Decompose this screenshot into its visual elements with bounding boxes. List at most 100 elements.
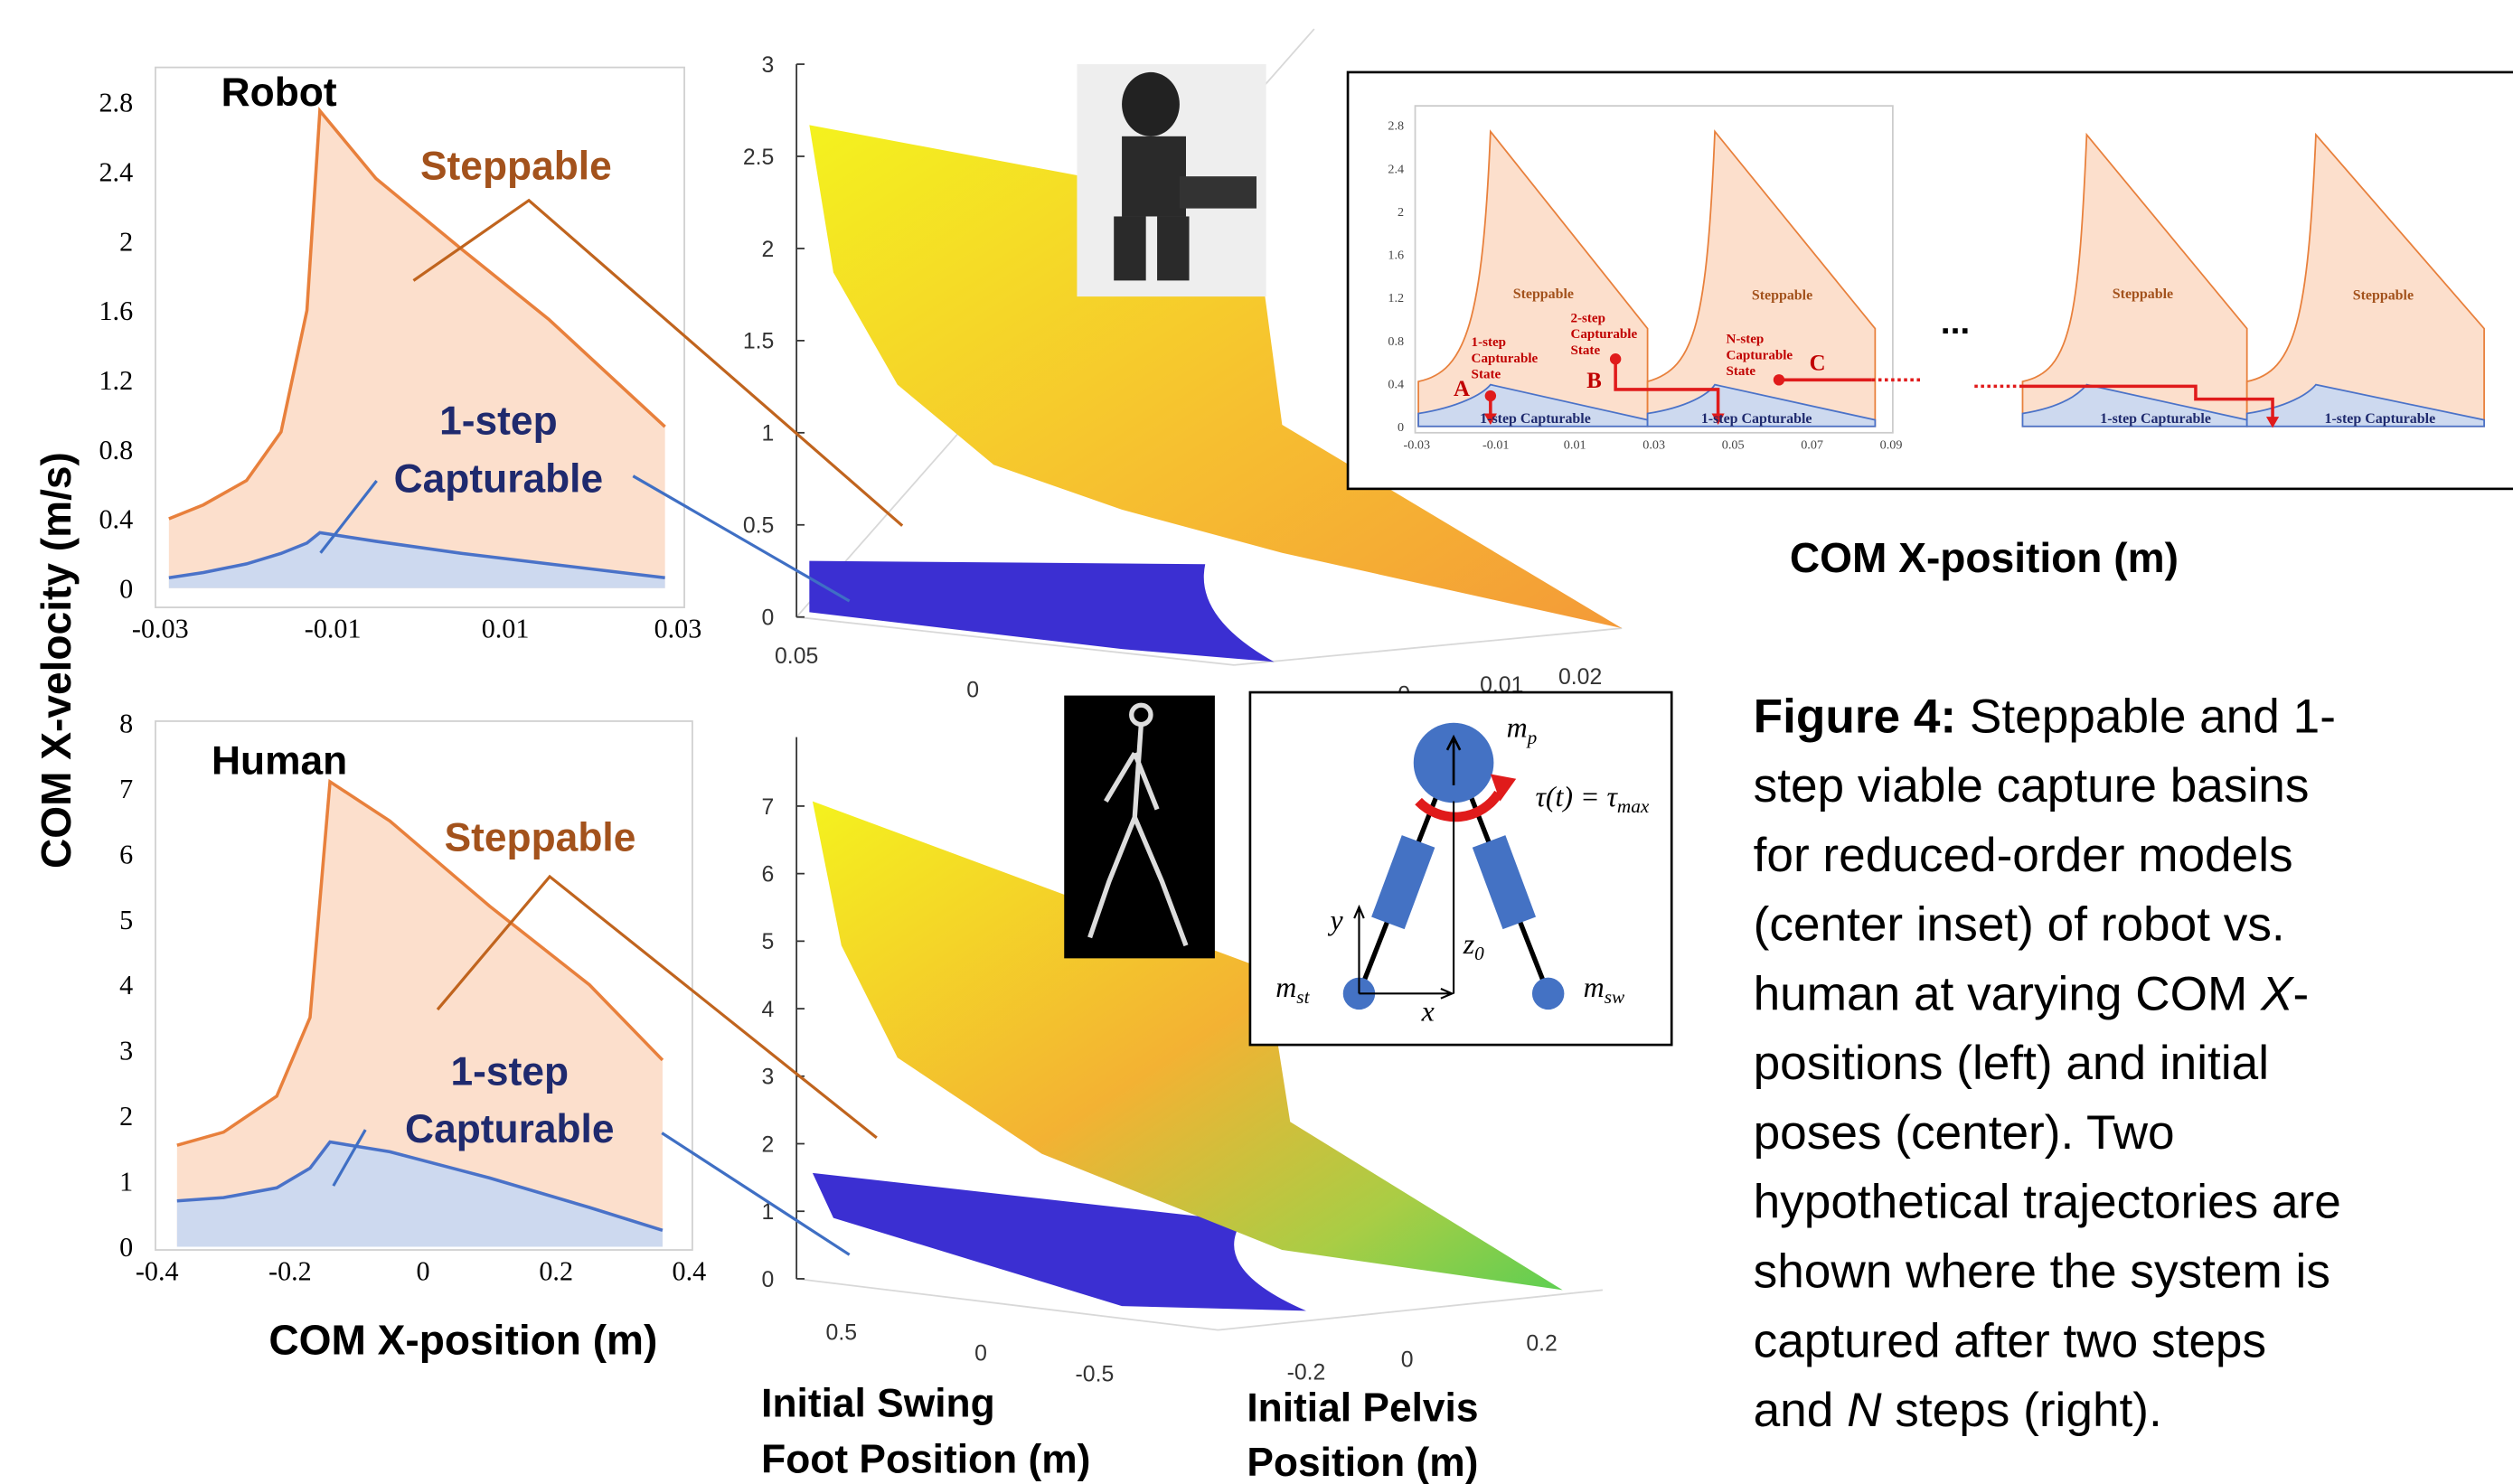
axis-label: Position (m) — [1247, 1441, 1478, 1484]
caption-text: captured after two steps — [1754, 1314, 2266, 1367]
x-tick-label: 0.4 — [673, 1256, 707, 1287]
model-label: y — [1328, 904, 1344, 935]
y-tick-label: 2 — [1398, 205, 1404, 220]
label-base: y — [1328, 904, 1344, 935]
steppable-label: Steppable — [2353, 288, 2414, 304]
caption-text: human at varying COM — [1754, 967, 2261, 1020]
x-tick-label: 0.03 — [1642, 438, 1665, 453]
label-sub: p — [1526, 727, 1538, 748]
y-tick-label: 8 — [119, 708, 133, 738]
x-tick-label: -0.01 — [1482, 438, 1510, 453]
z-tick-label: 0.5 — [743, 514, 775, 539]
point-label: B — [1586, 369, 1602, 393]
chart-title: Human — [212, 738, 347, 783]
swing-tick-label: 0.05 — [775, 644, 818, 669]
x-tick-label: 0.01 — [482, 614, 530, 644]
y-tick-label: 2.4 — [1388, 162, 1404, 176]
capturable-label: 1-step Capturable — [1480, 411, 1591, 427]
y-tick-label: 1.2 — [1388, 291, 1404, 305]
z-tick-label: 2.5 — [743, 146, 775, 170]
state-label: Capturable — [1726, 348, 1793, 362]
z-tick-label: 7 — [762, 795, 775, 820]
x-axis-label: COM X-position (m) — [1790, 534, 2179, 581]
swing-tick-label: 0.5 — [826, 1320, 858, 1345]
caption-text: poses (center). Two — [1754, 1106, 2175, 1160]
y-tick-label: 0.4 — [99, 504, 133, 535]
annotation: 1-step — [439, 399, 558, 444]
caption-text: N — [1847, 1384, 1882, 1437]
model-label: x — [1421, 995, 1435, 1027]
caption-text: Figure 4: — [1754, 690, 1957, 743]
caption-text: shown where the system is — [1754, 1245, 2330, 1299]
caption-text: Steppable and 1- — [1956, 690, 2336, 743]
caption-text: step viable capture basins — [1754, 759, 2310, 812]
state-label: Capturable — [1472, 352, 1539, 366]
x-tick-label: 0.01 — [1564, 438, 1586, 453]
z-tick-label: 3 — [762, 53, 775, 78]
y-tick-label: 3 — [119, 1036, 133, 1066]
capturable-label: 1-step Capturable — [2325, 411, 2436, 427]
pelvis-tick-label: 0.02 — [1558, 665, 1602, 690]
y-axis-label: COM X-velocity (m/s) — [33, 452, 80, 869]
y-tick-label: 0 — [119, 1232, 133, 1263]
annotation: Steppable — [445, 816, 636, 860]
z-tick-label: 0 — [762, 606, 775, 631]
caption-text: steps (right). — [1882, 1384, 2162, 1437]
z-tick-label: 3 — [762, 1066, 775, 1090]
y-tick-label: 5 — [119, 905, 133, 935]
axis-label: Foot Position (m) — [761, 1437, 1090, 1481]
ellipsis: ... — [1941, 303, 1971, 342]
annotation: Capturable — [394, 456, 603, 501]
x-tick-label: -0.01 — [305, 614, 362, 644]
y-tick-label: 1.6 — [1388, 249, 1404, 263]
z-tick-label: 4 — [762, 998, 775, 1022]
skeleton-image — [1064, 696, 1215, 959]
annotation: Capturable — [405, 1107, 614, 1151]
y-tick-label: 0.8 — [1388, 334, 1404, 349]
x-tick-label: 0 — [417, 1256, 430, 1287]
label-sub: st — [1296, 986, 1310, 1008]
figure: -0.03-0.010.010.0300.40.81.21.622.42.8-0… — [0, 0, 2513, 1484]
x-axis-label: COM X-position (m) — [268, 1316, 657, 1363]
swing-tick-label: 0 — [974, 1341, 987, 1366]
label-sub: sw — [1605, 986, 1625, 1008]
label-base: z — [1463, 928, 1474, 960]
state-label: State — [1570, 343, 1600, 358]
x-tick-label: 0.2 — [539, 1256, 573, 1287]
capturable-label: 1-step Capturable — [1701, 411, 1812, 427]
annotation: Steppable — [420, 145, 612, 189]
label-base: m — [1275, 972, 1296, 1003]
point-label: C — [1810, 352, 1826, 376]
state-label: State — [1472, 368, 1501, 382]
label-sub: 0 — [1474, 943, 1484, 964]
capturable-label: 1-step Capturable — [2100, 411, 2211, 427]
z-tick-label: 2 — [762, 1132, 775, 1157]
x-tick-label: -0.03 — [132, 614, 189, 644]
caption-text: - — [2293, 967, 2310, 1020]
state-label: N-step — [1726, 333, 1764, 347]
robot-photo — [1077, 64, 1266, 296]
y-tick-label: 1.6 — [99, 296, 133, 326]
state-label: Capturable — [1570, 327, 1637, 342]
y-tick-label: 0 — [1398, 420, 1404, 435]
pelvis-tick-label: 0.2 — [1526, 1332, 1558, 1357]
pelvis-tick-label: 0 — [1401, 1348, 1414, 1372]
x-tick-label: -0.03 — [1404, 438, 1431, 453]
state-label: State — [1726, 364, 1755, 379]
x-tick-label: 0.03 — [654, 614, 702, 644]
z-tick-label: 0 — [762, 1268, 775, 1292]
swing-tick-label: 0 — [966, 678, 979, 702]
label-base: m — [1507, 712, 1528, 744]
y-tick-label: 0 — [119, 573, 133, 604]
y-tick-label: 2 — [119, 226, 133, 257]
state-label: 1-step — [1472, 335, 1507, 350]
y-tick-label: 7 — [119, 774, 133, 804]
z-tick-label: 1 — [762, 422, 775, 446]
y-tick-label: 1 — [119, 1167, 133, 1198]
caption-text: and — [1754, 1384, 1848, 1437]
y-tick-label: 6 — [119, 839, 133, 869]
caption: Figure 4: Steppable and 1- step viable ca… — [1754, 690, 2341, 1437]
pelvis-tick-label: -0.2 — [1287, 1361, 1326, 1385]
y-tick-label: 1.2 — [99, 365, 133, 396]
